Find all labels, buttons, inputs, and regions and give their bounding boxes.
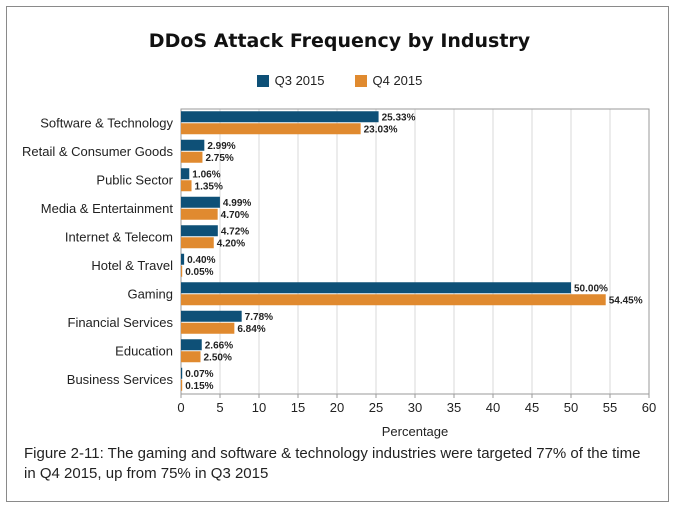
x-axis-label: Percentage	[382, 424, 449, 439]
bar-q3-0	[181, 111, 379, 123]
data-label-q4-4: 4.20%	[217, 238, 245, 249]
category-label-3: Media & Entertainment	[41, 201, 174, 216]
category-label-6: Gaming	[127, 286, 173, 301]
bar-q4-9	[181, 379, 183, 391]
category-label-5: Hotel & Travel	[91, 258, 173, 273]
chart-title: DDoS Attack Frequency by Industry	[148, 30, 531, 52]
bar-q4-8	[181, 351, 201, 363]
bar-q3-4	[181, 225, 218, 237]
bar-q4-2	[181, 180, 192, 192]
x-tick-label-8: 40	[486, 400, 500, 415]
data-label-q3-0: 25.33%	[382, 112, 416, 123]
data-label-q4-1: 2.75%	[205, 153, 233, 164]
bar-q3-1	[181, 139, 205, 151]
legend: Q3 2015 Q4 2015	[0, 73, 679, 88]
data-label-q4-3: 4.70%	[221, 210, 249, 221]
x-tick-label-2: 10	[252, 400, 266, 415]
bar-q4-0	[181, 123, 361, 135]
bar-q3-6	[181, 282, 571, 294]
category-label-4: Internet & Telecom	[65, 229, 173, 244]
data-label-q4-0: 23.03%	[364, 124, 398, 135]
figure-caption: Figure 2-11: The gaming and software & t…	[24, 445, 641, 482]
legend-swatch-q4	[354, 74, 367, 87]
data-label-q4-7: 6.84%	[237, 324, 265, 335]
data-label-q4-8: 2.50%	[204, 352, 232, 363]
data-label-q3-7: 7.78%	[245, 312, 273, 323]
bar-q3-8	[181, 339, 202, 351]
x-tick-label-7: 35	[447, 400, 461, 415]
bar-q4-6	[181, 294, 606, 306]
legend-item-q3: Q3 2015	[256, 73, 325, 88]
x-tick-label-12: 60	[642, 400, 656, 415]
data-label-q4-2: 1.35%	[195, 181, 223, 192]
x-tick-label-10: 50	[564, 400, 578, 415]
bar-q4-4	[181, 237, 214, 249]
data-label-q4-5: 0.05%	[185, 267, 213, 278]
category-label-9: Business Services	[67, 372, 174, 387]
legend-item-q4: Q4 2015	[354, 73, 423, 88]
category-label-8: Education	[115, 343, 173, 358]
x-tick-label-5: 25	[369, 400, 383, 415]
x-tick-label-4: 20	[330, 400, 344, 415]
x-tick-label-9: 45	[525, 400, 539, 415]
category-label-2: Public Sector	[96, 172, 173, 187]
bar-q3-5	[181, 253, 185, 265]
data-label-q3-1: 2.99%	[207, 141, 235, 152]
legend-label-q4: Q4 2015	[372, 73, 423, 88]
data-label-q3-6: 50.00%	[574, 283, 608, 294]
bar-q4-1	[181, 151, 203, 163]
legend-swatch-q3	[256, 74, 269, 87]
x-tick-label-1: 5	[216, 400, 223, 415]
data-label-q4-6: 54.45%	[609, 295, 643, 306]
x-tick-label-0: 0	[177, 400, 184, 415]
data-label-q3-8: 2.66%	[205, 340, 233, 351]
bar-q3-2	[181, 168, 190, 180]
x-tick-label-6: 30	[408, 400, 422, 415]
data-label-q3-3: 4.99%	[223, 198, 251, 209]
data-label-q3-4: 4.72%	[221, 226, 249, 237]
data-label-q4-9: 0.15%	[185, 381, 213, 392]
bar-q3-7	[181, 310, 242, 322]
legend-label-q3: Q3 2015	[274, 73, 325, 88]
data-label-q3-2: 1.06%	[192, 169, 220, 180]
data-label-q3-5: 0.40%	[187, 255, 215, 266]
bar-q3-9	[181, 367, 183, 379]
bar-q4-7	[181, 322, 235, 334]
bar-q4-3	[181, 208, 218, 220]
x-tick-label-3: 15	[291, 400, 305, 415]
category-label-0: Software & Technology	[40, 115, 173, 130]
data-label-q3-9: 0.07%	[185, 369, 213, 380]
x-tick-label-11: 55	[603, 400, 617, 415]
bar-q4-5	[181, 265, 183, 277]
bar-q3-3	[181, 196, 220, 208]
category-label-7: Financial Services	[68, 315, 174, 330]
category-label-1: Retail & Consumer Goods	[22, 144, 174, 159]
